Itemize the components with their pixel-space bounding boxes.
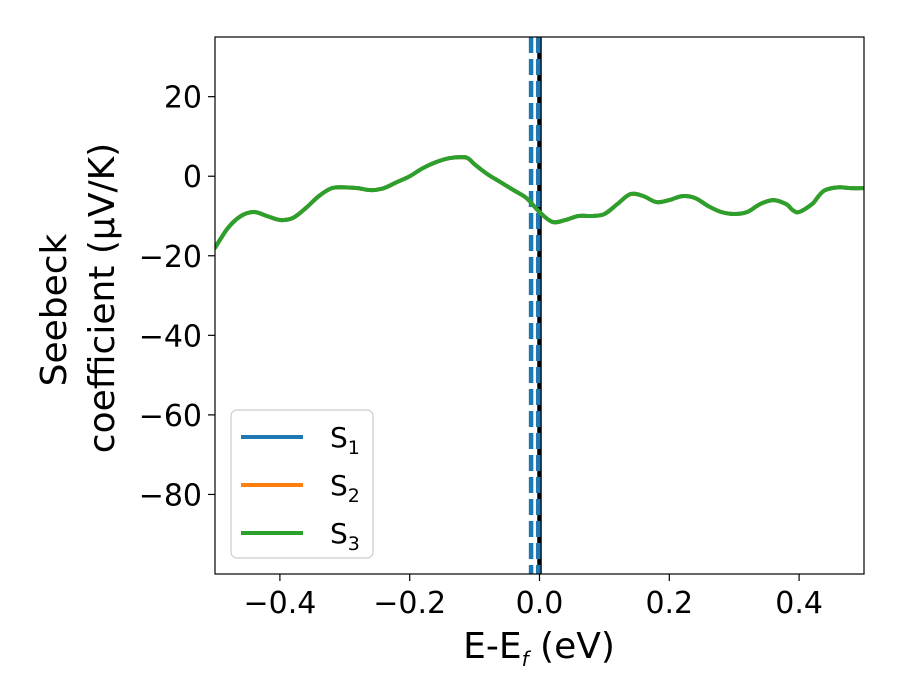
- series-line-s3: [215, 155, 864, 250]
- legend-label-s1: S1: [330, 421, 360, 459]
- y-tick-label: 20: [164, 81, 202, 116]
- y-tick-label: −60: [139, 399, 202, 434]
- legend-label-s2: S2: [330, 469, 360, 507]
- x-axis-label: E-Ef (eV): [463, 626, 615, 671]
- y-tick-label: −20: [139, 240, 202, 275]
- legend-label-s3: S3: [330, 517, 360, 555]
- y-tick-label: −80: [139, 478, 202, 513]
- x-axis-label-unit: (eV): [529, 626, 615, 667]
- y-axis-label-line1: Seebeck: [34, 233, 75, 386]
- y-tick-label: 0: [183, 160, 202, 195]
- x-tick-label: −0.4: [243, 586, 316, 621]
- x-tick-label: 0.2: [645, 586, 693, 621]
- x-axis-label-subscript: f: [522, 647, 532, 671]
- y-axis-ticks: 20 0 −20 −40 −60 −80: [139, 81, 215, 513]
- series-lines: [215, 155, 864, 250]
- x-axis-ticks: −0.4 −0.2 0.0 0.2 0.4: [243, 574, 823, 621]
- x-axis-label-main: E-E: [463, 626, 521, 667]
- vertical-lines: [528, 37, 542, 574]
- x-tick-label: 0.4: [775, 586, 823, 621]
- y-axis-label-line2: coefficient (μV/K): [82, 143, 123, 453]
- legend: S1 S2 S3: [230, 409, 374, 559]
- x-tick-label: 0.0: [516, 586, 564, 621]
- y-tick-label: −40: [139, 319, 202, 354]
- x-tick-label: −0.2: [373, 586, 446, 621]
